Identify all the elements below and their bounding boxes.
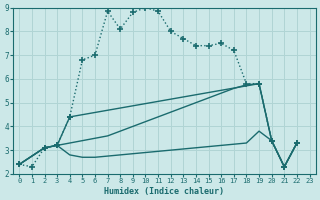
X-axis label: Humidex (Indice chaleur): Humidex (Indice chaleur) <box>104 187 224 196</box>
